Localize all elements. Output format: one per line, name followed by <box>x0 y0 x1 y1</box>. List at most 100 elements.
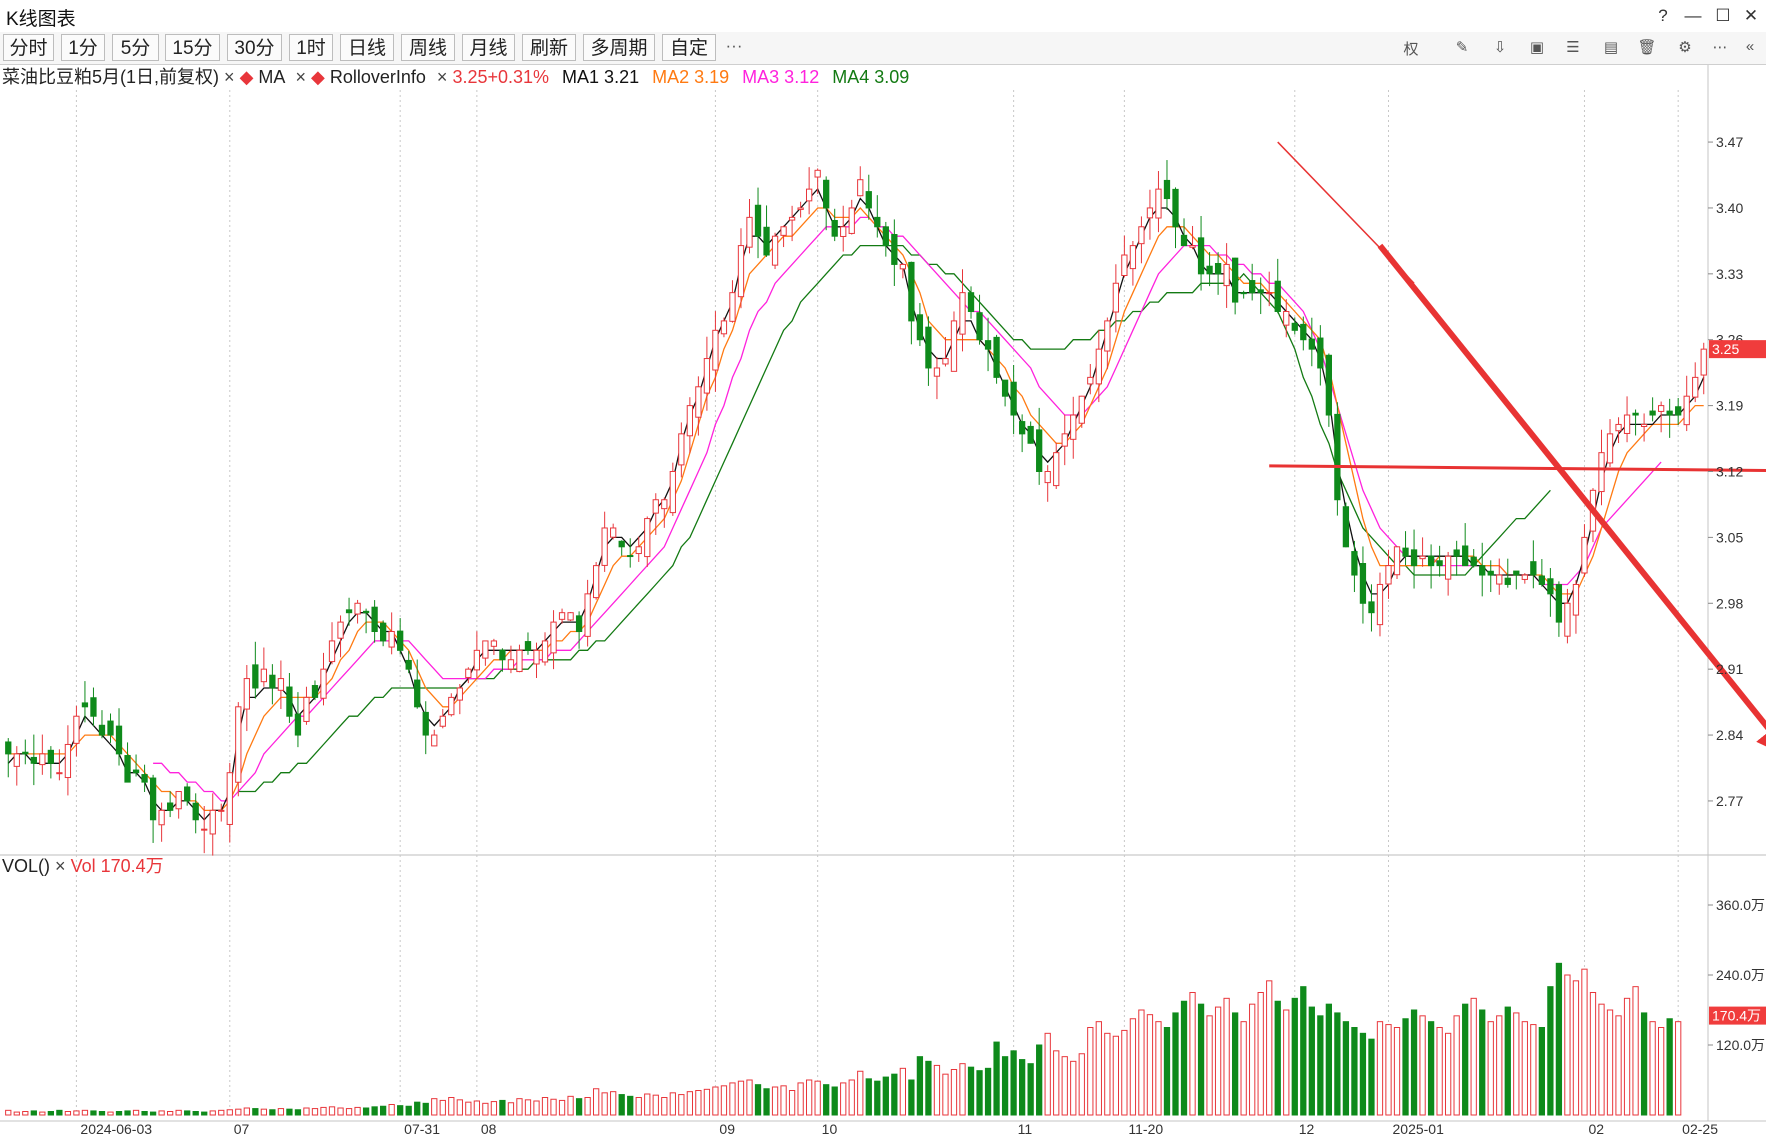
candle-down <box>1402 547 1409 557</box>
kline-chart-area[interactable]: 3.47 3.40 3.33 3.26 3.19 3.12 3.05 2.98 2.91 2.84… <box>0 65 1766 1137</box>
candle-up <box>456 687 463 701</box>
custom-period-button[interactable]: 自定 <box>662 34 716 61</box>
candle-down <box>1359 563 1367 604</box>
period-button-15min[interactable]: 15分 <box>165 34 220 61</box>
candle-up <box>1615 423 1622 432</box>
candle-down <box>1197 237 1205 275</box>
maximize-icon[interactable]: ☐ <box>1715 6 1731 25</box>
candle-down <box>1538 575 1546 585</box>
minimize-icon[interactable]: — <box>1684 6 1702 25</box>
volume-bar <box>81 1109 89 1116</box>
candle-up <box>1496 574 1503 585</box>
volume-bar <box>1410 1009 1418 1116</box>
candle-up <box>243 678 250 710</box>
period-button-1min[interactable]: 1分 <box>61 34 105 61</box>
collapse-panel-icon[interactable]: « <box>1745 38 1755 55</box>
draw-pen-icon[interactable]: ✎ <box>1455 39 1469 56</box>
volume-bar <box>610 1091 617 1116</box>
candle-up <box>729 292 736 322</box>
candle-up <box>1521 574 1528 580</box>
candle-down <box>107 720 114 736</box>
candle-up <box>209 809 216 835</box>
volume-bar <box>1393 1027 1401 1116</box>
volume-bar <box>882 1076 889 1116</box>
candle-down <box>1649 410 1656 416</box>
volume-bar <box>1436 1027 1443 1116</box>
volume-bar <box>950 1069 958 1116</box>
candle-down <box>286 686 293 717</box>
price-tick-label: 3.19 <box>1716 398 1743 414</box>
date-tick-label: 08 <box>481 1121 497 1135</box>
volume-bar <box>397 1105 404 1116</box>
multi-period-button[interactable]: 多周期 <box>583 34 655 61</box>
download-icon[interactable]: ⇩ <box>1493 39 1507 56</box>
period-toolbar: 分时 1分 5分 15分 30分 1时 日线 周线 月线 刷新 多周期 自定 ·… <box>0 32 1766 65</box>
candle-down <box>98 724 106 736</box>
volume-bar <box>465 1101 472 1116</box>
volume-bar <box>13 1111 20 1116</box>
volume-bar <box>669 1092 676 1116</box>
candle-down <box>882 226 889 247</box>
drawn-trend-arrows[interactable] <box>1269 141 1766 759</box>
candle-up <box>644 518 651 558</box>
price-tick-label: 3.12 <box>1716 464 1743 480</box>
kline-chart-svg[interactable]: 3.473.403.333.263.193.123.052.982.912.84… <box>0 65 1766 1137</box>
date-tick-label: 11-20 <box>1128 1121 1163 1135</box>
volume-bar <box>201 1111 208 1116</box>
volume-bar <box>857 1070 864 1116</box>
adjust-settings-icon[interactable]: ☰ <box>1566 39 1580 56</box>
candle-down <box>1427 555 1435 567</box>
rights-adjust-icon[interactable]: 权 <box>1403 41 1419 58</box>
candle-down <box>1257 289 1264 294</box>
refresh-button[interactable]: 刷新 <box>522 34 576 61</box>
volume-bar <box>286 1108 293 1116</box>
volume-bar <box>1300 986 1307 1116</box>
volume-bar <box>942 1073 949 1116</box>
volume-bar <box>1325 1003 1333 1116</box>
period-button-weekly[interactable]: 周线 <box>401 34 455 61</box>
candle-up <box>56 772 63 775</box>
delete-icon[interactable]: 🗑 <box>1637 39 1657 56</box>
candle-up <box>354 602 361 615</box>
candle-down <box>371 606 378 633</box>
period-button-daily[interactable]: 日线 <box>340 34 394 61</box>
candle-up <box>328 640 336 663</box>
screenshot-icon[interactable]: ▣ <box>1529 39 1545 56</box>
period-button-fenshi[interactable]: 分时 <box>3 34 54 61</box>
more-icon[interactable]: ⋯ <box>1712 39 1728 56</box>
period-button-5min[interactable]: 5分 <box>112 34 159 61</box>
candle-up <box>473 649 481 671</box>
volume-bar <box>166 1111 174 1116</box>
candle-up <box>1376 583 1384 626</box>
candle-down <box>311 685 319 698</box>
volume-bar <box>431 1098 438 1116</box>
volume-bar <box>1155 1021 1162 1116</box>
candle-down <box>1513 570 1520 576</box>
volume-bar <box>1564 974 1571 1116</box>
candle-up <box>482 640 489 659</box>
period-button-monthly[interactable]: 月线 <box>462 34 515 61</box>
window-title: K线图表 <box>6 9 76 30</box>
help-icon[interactable]: ? <box>1658 6 1668 25</box>
volume-tick-label: 360.0万 <box>1716 897 1765 913</box>
candle-down <box>1632 412 1639 416</box>
candle-up <box>73 715 80 744</box>
volume-bar <box>1206 1015 1213 1116</box>
candle-up <box>448 696 455 716</box>
volume-bar <box>1317 1015 1324 1116</box>
close-icon[interactable]: ✕ <box>1743 6 1759 25</box>
layout-icon[interactable]: ▤ <box>1603 39 1619 56</box>
candle-up <box>703 358 711 394</box>
candle-down <box>184 786 191 802</box>
volume-bar <box>1402 1018 1409 1116</box>
volume-bar <box>1001 1056 1009 1116</box>
settings-gear-icon[interactable]: ⚙ <box>1678 39 1692 56</box>
period-button-1hour[interactable]: 1时 <box>289 34 333 61</box>
candle-down <box>754 204 762 237</box>
candle-down <box>831 219 838 237</box>
candle-down <box>499 649 506 661</box>
candle-up <box>226 772 233 825</box>
more-periods-icon[interactable]: ··· <box>725 36 743 55</box>
period-button-30min[interactable]: 30分 <box>227 34 282 61</box>
volume-bar <box>601 1092 608 1116</box>
